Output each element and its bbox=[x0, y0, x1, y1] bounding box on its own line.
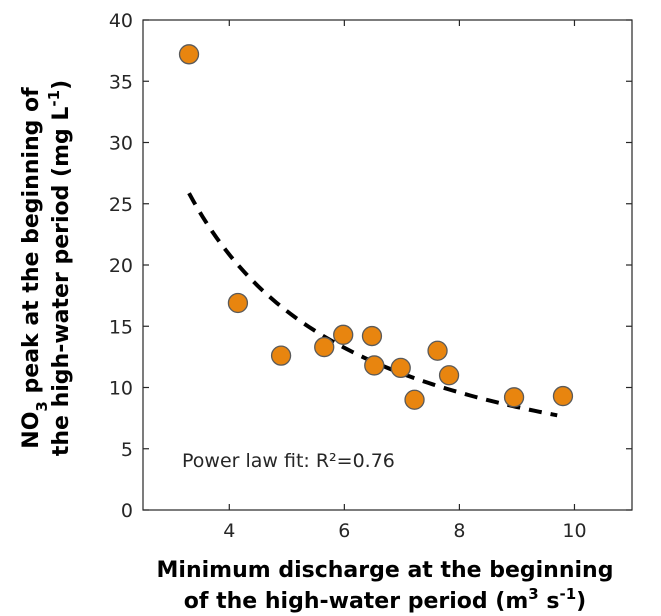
x-axis-title-sup2: -1 bbox=[560, 585, 577, 603]
data-points bbox=[178, 44, 574, 410]
scatter-point bbox=[427, 340, 448, 361]
x-tick-label: 8 bbox=[453, 520, 465, 542]
scatter-point bbox=[438, 365, 460, 386]
scatter-point bbox=[361, 325, 383, 347]
x-axis-title-mid: s bbox=[539, 589, 560, 614]
y-axis-title-line2-pre: the high-water period (mg L bbox=[49, 107, 74, 457]
x-axis-title-pre: of the high-water period (m bbox=[184, 589, 529, 614]
y-axis-title-line2-post: ) bbox=[49, 80, 74, 90]
scatter-point bbox=[178, 44, 200, 65]
y-tick-label: 15 bbox=[109, 316, 133, 338]
x-axis-title-line2: of the high-water period (m3 s-1) bbox=[184, 585, 586, 614]
axes-frame bbox=[142, 19, 633, 511]
scatter-point bbox=[390, 357, 411, 379]
scatter-point bbox=[333, 324, 354, 345]
plot-frame bbox=[142, 19, 633, 511]
y-axis-title-line1: NO3 peak at the beginning of bbox=[19, 87, 51, 449]
scatter-point bbox=[364, 355, 385, 376]
scatter-point bbox=[227, 292, 249, 314]
y-tick-label: 20 bbox=[109, 255, 133, 277]
y-tick-label: 0 bbox=[121, 500, 133, 522]
x-axis-title-line1: Minimum discharge at the beginning bbox=[157, 558, 614, 583]
y-tick-label: 30 bbox=[109, 133, 133, 155]
x-axis-title-sup1: 3 bbox=[528, 585, 538, 603]
y-tick-label: 40 bbox=[109, 10, 133, 32]
x-tick-label: 6 bbox=[338, 520, 350, 542]
y-tick-label: 10 bbox=[109, 378, 133, 400]
x-tick-label: 10 bbox=[562, 520, 586, 542]
scatter-point bbox=[503, 387, 525, 408]
y-tick-label: 25 bbox=[109, 194, 133, 216]
scatter-point bbox=[552, 385, 574, 407]
x-tick-label: 4 bbox=[223, 520, 235, 542]
scatter-point bbox=[270, 345, 292, 366]
y-axis-title-pre: NO bbox=[19, 412, 44, 449]
y-axis-title-line2: the high-water period (mg L-1) bbox=[45, 80, 74, 456]
scatter-point bbox=[404, 389, 425, 410]
y-axis-title-post: peak at the beginning of bbox=[19, 87, 44, 401]
fit-annotation: Power law fit: R²=0.76 bbox=[182, 450, 395, 472]
y-axis-title-sup: -1 bbox=[45, 90, 63, 107]
y-tick-label: 5 bbox=[121, 439, 133, 461]
x-axis-title-post: ) bbox=[576, 589, 586, 614]
axis-ticks: 4 6 8 10 0 5 10 15 20 25 30 35 40 bbox=[109, 10, 632, 542]
y-tick-label: 35 bbox=[109, 71, 133, 93]
y-axis-title-sub: 3 bbox=[33, 401, 51, 411]
scatter-point bbox=[314, 336, 335, 358]
